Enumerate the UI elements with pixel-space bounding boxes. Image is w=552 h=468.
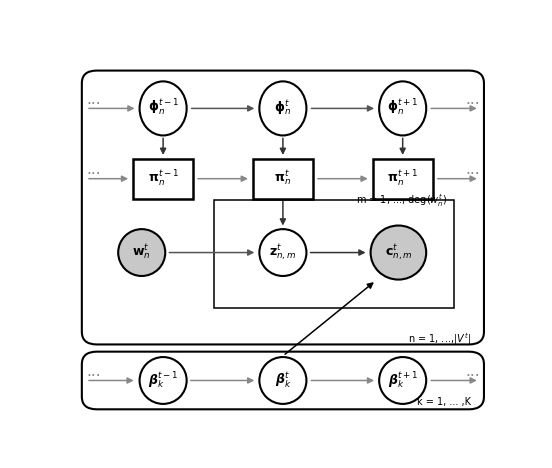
Text: $\mathbf{\pi}_n^{t+1}$: $\mathbf{\pi}_n^{t+1}$: [387, 168, 418, 189]
Text: $\mathbf{z}_{n,m}^{t}$: $\mathbf{z}_{n,m}^{t}$: [269, 242, 296, 263]
Text: ...: ...: [86, 92, 100, 107]
Ellipse shape: [379, 357, 426, 404]
Ellipse shape: [140, 81, 187, 135]
Text: k = 1, ... ,K: k = 1, ... ,K: [417, 397, 471, 407]
Bar: [373, 159, 433, 198]
Text: m = 1, ..., deg($w_n^t$): m = 1, ..., deg($w_n^t$): [356, 193, 448, 209]
FancyBboxPatch shape: [82, 351, 484, 410]
Text: ...: ...: [86, 162, 100, 177]
Text: $\mathbf{\pi}_n^{t}$: $\mathbf{\pi}_n^{t}$: [274, 169, 291, 188]
Text: $\mathbf{c}_{n,m}^{t}$: $\mathbf{c}_{n,m}^{t}$: [385, 242, 412, 263]
Ellipse shape: [140, 357, 187, 404]
Ellipse shape: [379, 81, 426, 135]
Ellipse shape: [259, 81, 306, 135]
Text: n = 1, ...,$|V^t|$: n = 1, ...,$|V^t|$: [408, 331, 471, 347]
Bar: [133, 159, 193, 198]
Text: $\mathbf{\phi}_n^{t}$: $\mathbf{\phi}_n^{t}$: [274, 99, 291, 118]
Bar: [253, 159, 313, 198]
Text: $\boldsymbol{\beta}_k^{t+1}$: $\boldsymbol{\beta}_k^{t+1}$: [388, 370, 418, 391]
Ellipse shape: [118, 229, 165, 276]
Bar: [215, 200, 454, 308]
Text: $\boldsymbol{\beta}_k^{t}$: $\boldsymbol{\beta}_k^{t}$: [274, 371, 291, 390]
Text: $\mathbf{\phi}_n^{t-1}$: $\mathbf{\phi}_n^{t-1}$: [147, 98, 179, 118]
Ellipse shape: [259, 229, 306, 276]
Text: ...: ...: [465, 92, 480, 107]
Text: ...: ...: [465, 162, 480, 177]
Ellipse shape: [370, 226, 426, 279]
Ellipse shape: [259, 357, 306, 404]
Text: $\mathbf{w}_n^{t}$: $\mathbf{w}_n^{t}$: [132, 243, 151, 262]
Text: ...: ...: [465, 364, 480, 380]
Text: $\boldsymbol{\beta}_k^{t-1}$: $\boldsymbol{\beta}_k^{t-1}$: [148, 370, 178, 391]
Text: ...: ...: [86, 364, 100, 380]
FancyBboxPatch shape: [82, 71, 484, 344]
Text: $\mathbf{\pi}_n^{t-1}$: $\mathbf{\pi}_n^{t-1}$: [147, 168, 179, 189]
Text: $\mathbf{\phi}_n^{t+1}$: $\mathbf{\phi}_n^{t+1}$: [387, 98, 418, 118]
